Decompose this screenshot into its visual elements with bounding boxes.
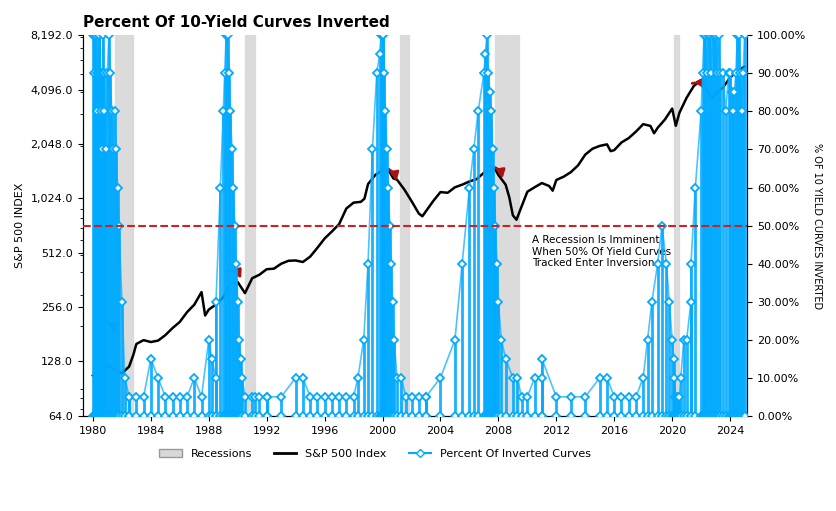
Bar: [495, 35, 518, 416]
Bar: [115, 35, 133, 416]
Legend: Recessions, S&P 500 Index, Percent Of Inverted Curves: Recessions, S&P 500 Index, Percent Of In…: [155, 445, 594, 463]
Text: Percent Of 10-Yield Curves Inverted: Percent Of 10-Yield Curves Inverted: [83, 15, 389, 30]
Bar: [400, 35, 408, 416]
Y-axis label: % OF 10 YIELD CURVES INVERTED: % OF 10 YIELD CURVES INVERTED: [811, 143, 821, 309]
Text: A Recession Is Imminent
When 50% Of Yield Curves
Tracked Enter Inversion.: A Recession Is Imminent When 50% Of Yiel…: [531, 235, 670, 268]
Bar: [673, 35, 679, 416]
Y-axis label: S&P 500 INDEX: S&P 500 INDEX: [15, 183, 25, 268]
Bar: [93, 35, 100, 416]
Bar: [245, 35, 255, 416]
